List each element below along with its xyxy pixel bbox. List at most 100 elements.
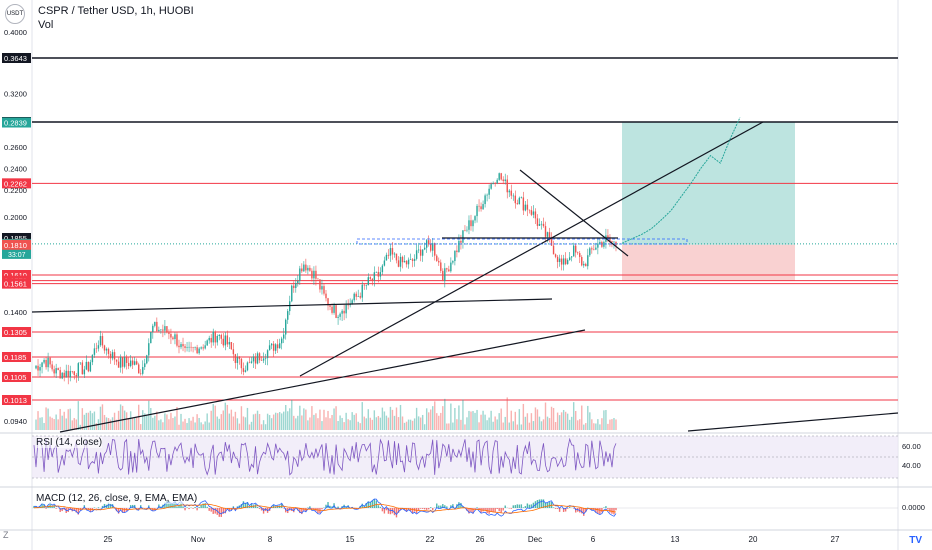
volume-bar	[109, 419, 112, 430]
candle-body	[198, 348, 200, 354]
volume-bar	[313, 414, 315, 430]
volume-bar	[244, 417, 247, 430]
candle-body	[315, 270, 317, 279]
rsi-label[interactable]: RSI (14, close)	[36, 437, 103, 448]
candle-body	[367, 277, 369, 286]
candle-body	[371, 278, 374, 281]
x-tick-label: 6	[591, 535, 596, 544]
trend-line[interactable]	[59, 329, 586, 433]
candle-body	[309, 267, 311, 271]
volume-bar	[55, 414, 57, 430]
trend-line[interactable]	[687, 412, 899, 432]
volume-bar	[37, 411, 39, 430]
macd-histogram-bar	[427, 508, 430, 510]
macd-histogram-bar	[474, 508, 476, 510]
candle-body	[403, 260, 406, 263]
trend-line[interactable]	[519, 169, 629, 257]
candle-body	[562, 258, 565, 265]
trend-line[interactable]	[299, 121, 764, 377]
volume-bar	[554, 422, 557, 430]
volume-bar	[363, 416, 365, 430]
candle-body	[283, 334, 285, 339]
candle-body	[311, 270, 313, 279]
macd-histogram-bar	[585, 508, 587, 513]
macd-histogram-bar	[405, 508, 408, 512]
projection-path[interactable]	[621, 117, 741, 244]
volume-bar	[399, 404, 402, 430]
macd-histogram-bar	[123, 508, 126, 513]
macd-histogram-bar	[536, 500, 539, 508]
volume-bar	[482, 410, 484, 430]
volume-bar	[43, 422, 45, 430]
macd-histogram-bar	[425, 508, 428, 510]
macd-histogram-bar	[176, 506, 178, 508]
candle-body	[194, 347, 196, 348]
zoom-button[interactable]: Z	[3, 530, 9, 540]
volume-bar	[236, 418, 239, 430]
volume-bar	[162, 422, 164, 430]
candle-body	[180, 344, 182, 348]
volume-bar	[603, 410, 605, 430]
volume-bar	[121, 405, 124, 430]
volume-bar	[224, 402, 227, 430]
candle-body	[121, 357, 124, 367]
trend-line[interactable]	[31, 298, 553, 313]
volume-bar	[154, 415, 156, 430]
volume-bar	[383, 411, 386, 430]
price-badge-label: 0.2839	[4, 119, 27, 128]
macd-histogram-bar	[107, 502, 110, 508]
volume-bar	[222, 410, 225, 430]
volume-bar	[591, 419, 593, 430]
candle-body	[577, 252, 579, 254]
macd-histogram-bar	[242, 501, 245, 508]
macd-histogram-bar	[49, 503, 51, 508]
macd-histogram-bar	[170, 503, 172, 508]
candle-body	[93, 348, 96, 355]
volume-bar	[188, 418, 190, 430]
volume-bar	[266, 413, 269, 430]
candle-body	[49, 357, 51, 365]
volume-label[interactable]: Vol	[38, 19, 54, 31]
candle-body	[222, 338, 225, 346]
candle-body	[466, 229, 468, 231]
candle-body	[218, 334, 220, 337]
candle-body	[67, 370, 69, 378]
volume-bar	[278, 412, 281, 430]
macd-histogram-bar	[220, 508, 222, 517]
volume-bar	[538, 416, 541, 430]
macd-label[interactable]: MACD (12, 26, close, 9, EMA, EMA)	[36, 493, 198, 504]
volume-bar	[341, 417, 343, 430]
candle-body	[393, 253, 396, 255]
signal-line	[33, 503, 617, 514]
volume-bar	[452, 422, 454, 430]
candle-body	[417, 249, 420, 251]
macd-histogram-bar	[321, 508, 323, 510]
macd-histogram-bar	[51, 506, 53, 508]
candle-body	[373, 272, 376, 281]
candle-body	[73, 371, 75, 376]
volume-bar	[85, 412, 88, 430]
price-level-label: 0.1610	[4, 271, 27, 280]
volume-bar	[570, 416, 573, 430]
macd-histogram-bar	[184, 508, 186, 511]
candle-body	[242, 368, 245, 372]
rsi-level-40: 40.00	[902, 461, 921, 470]
macd-histogram-bar	[248, 506, 251, 508]
candle-body	[293, 285, 295, 289]
macd-histogram-bar	[438, 505, 440, 508]
candle-body	[160, 329, 162, 331]
candle-body	[252, 356, 255, 362]
macd-histogram-bar	[566, 508, 569, 509]
volume-bar	[365, 418, 367, 430]
candle-body	[581, 257, 583, 266]
volume-bar	[556, 412, 559, 430]
symbol-title[interactable]: CSPR / Tether USD, 1h, HUOBI	[38, 5, 194, 17]
volume-bar	[319, 409, 321, 430]
volume-bar	[516, 424, 519, 430]
volume-bar	[35, 419, 37, 430]
rsi-level-60: 60.00	[902, 442, 921, 451]
candle-body	[250, 361, 253, 363]
range-box[interactable]	[356, 238, 688, 245]
candle-body	[327, 298, 329, 306]
